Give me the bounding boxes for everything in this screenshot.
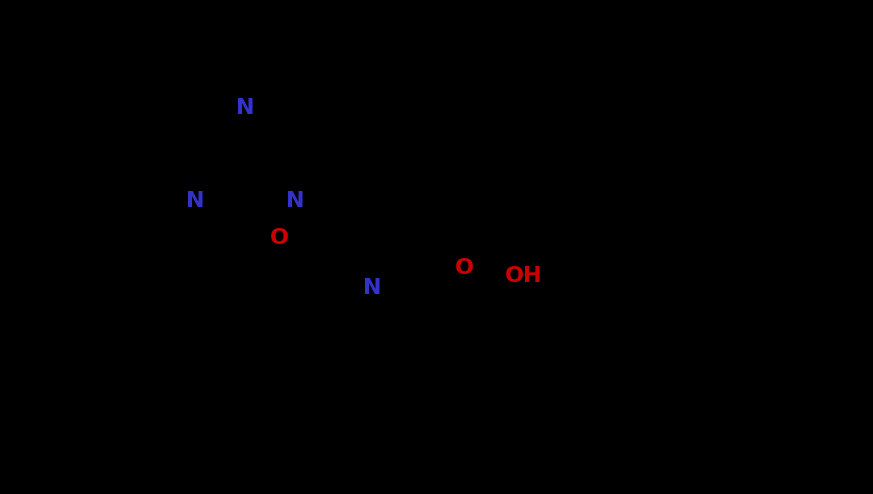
Text: O: O — [271, 228, 289, 248]
Text: N: N — [286, 191, 305, 211]
Text: N: N — [236, 98, 254, 118]
Text: N: N — [363, 278, 382, 298]
Text: OH: OH — [505, 266, 543, 286]
Text: O: O — [455, 258, 474, 279]
Text: N: N — [186, 191, 204, 211]
